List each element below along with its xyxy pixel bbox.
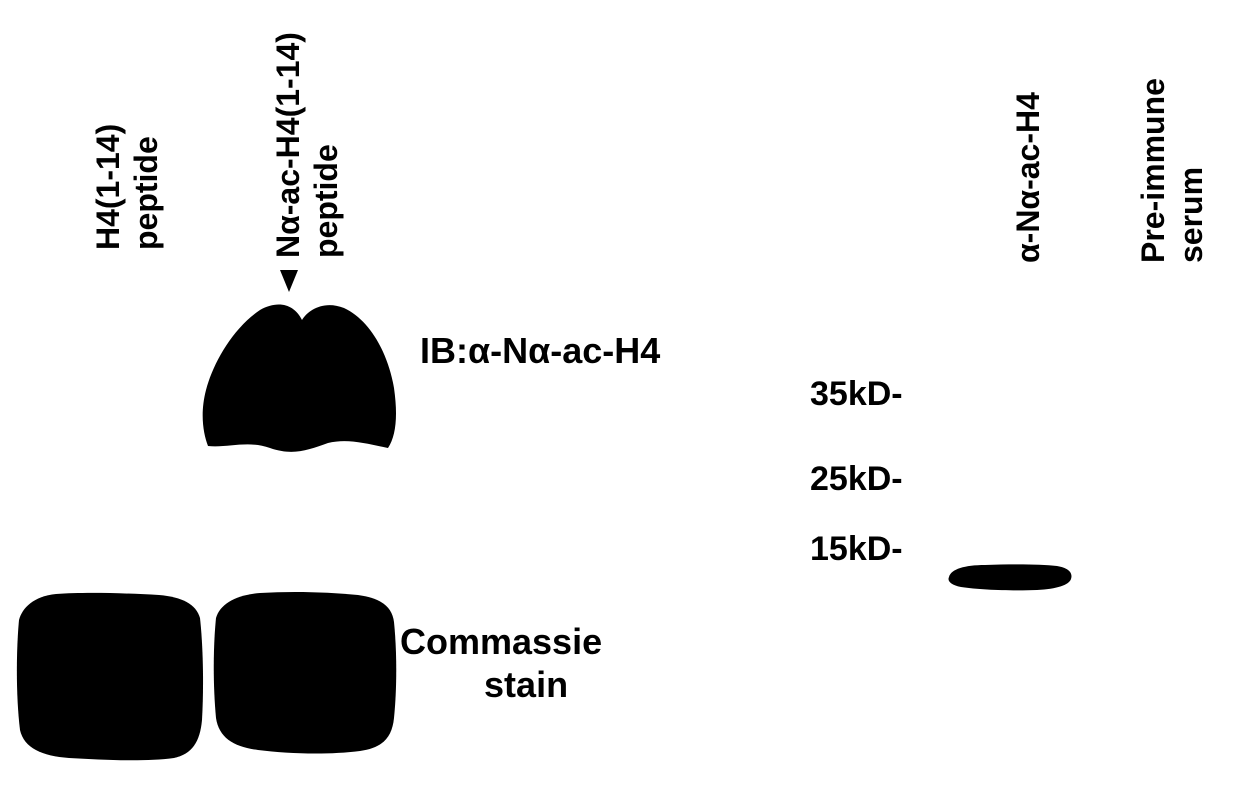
right-lane2-label-line2: serum xyxy=(1173,167,1210,263)
text: peptide xyxy=(128,136,164,250)
ib-blot-lane2 xyxy=(198,298,398,456)
ib-row-label: IB:α-Nα-ac-H4 xyxy=(420,330,660,372)
mw-marker-25: 25kD- xyxy=(810,460,903,499)
text: Nα-ac-H4(1-14) xyxy=(270,32,306,258)
text: 35kD- xyxy=(810,375,903,413)
line2: stain xyxy=(484,664,568,705)
line1: Commassie xyxy=(400,621,602,662)
left-lane2-label-line1: Nα-ac-H4(1-14) xyxy=(270,32,307,258)
commassie-row-label: Commassie stain xyxy=(400,620,602,706)
mw-marker-15: 15kD- xyxy=(810,530,903,569)
text: Pre-immune xyxy=(1135,78,1171,263)
right-lane1-label: α-Nα-ac-H4 xyxy=(1010,92,1047,263)
left-lane1-label-line2: peptide xyxy=(128,136,165,250)
text: H4(1-14) xyxy=(90,124,126,250)
text: 25kD- xyxy=(810,460,903,498)
text: peptide xyxy=(308,144,344,258)
mw-marker-35: 35kD- xyxy=(810,375,903,414)
right-band-lane1 xyxy=(945,563,1075,591)
stain-blot-lane2 xyxy=(210,590,398,754)
right-lane2-label-line1: Pre-immune xyxy=(1135,78,1172,263)
stain-blot-lane1 xyxy=(14,590,204,762)
text: serum xyxy=(1173,167,1209,263)
text: α-Nα-ac-H4 xyxy=(1010,92,1046,263)
arrowhead-icon xyxy=(280,270,298,292)
left-lane1-label-line1: H4(1-14) xyxy=(90,124,127,250)
text: 15kD- xyxy=(810,530,903,568)
left-lane2-label-line2: peptide xyxy=(308,144,345,258)
text: IB:α-Nα-ac-H4 xyxy=(420,330,660,371)
